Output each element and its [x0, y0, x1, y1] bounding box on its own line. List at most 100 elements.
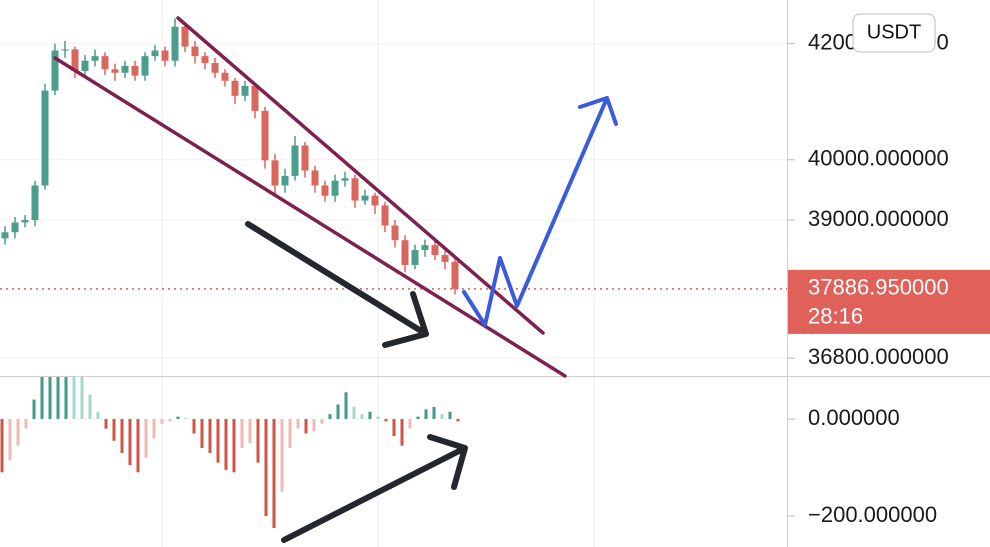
histogram-bar: [304, 418, 308, 434]
candle-body: [221, 72, 229, 81]
candle-body: [171, 26, 179, 61]
histogram-bar: [408, 418, 412, 429]
histogram-bar: [152, 418, 156, 439]
candle-body: [231, 80, 239, 96]
candle-body: [41, 90, 49, 186]
histogram-bar: [288, 418, 292, 449]
histogram-bar: [16, 418, 20, 446]
histogram-bar: [144, 418, 148, 458]
candle-body: [121, 65, 129, 73]
candle-body: [11, 222, 19, 233]
histogram-bar: [256, 418, 260, 463]
y-tick-label: 36800.000000: [808, 344, 949, 369]
histogram-bar: [320, 418, 324, 424]
histogram-bar: [416, 416, 420, 419]
candle-body: [111, 69, 119, 73]
arrow: [281, 434, 468, 543]
histogram-bar: [384, 418, 388, 422]
candle-body: [441, 255, 449, 262]
histogram-bar: [40, 377, 44, 419]
candle-body: [351, 178, 359, 201]
histogram-bar: [96, 411, 100, 419]
candle-body: [261, 110, 269, 161]
candle-body: [1, 232, 9, 239]
histogram-bar: [160, 418, 164, 424]
candle-body: [211, 63, 219, 73]
histogram-bar: [432, 406, 436, 419]
candle-body: [141, 56, 149, 76]
candle-body: [291, 145, 299, 176]
y-tick-label: −200.000000: [808, 502, 937, 527]
histogram-bar: [112, 418, 116, 441]
candle-body: [251, 85, 259, 111]
histogram-bar: [232, 418, 236, 473]
histogram-bar: [176, 416, 180, 419]
arrow: [245, 221, 429, 348]
histogram-bar: [120, 418, 124, 453]
histogram-bar: [24, 418, 28, 429]
histogram-bar: [200, 418, 204, 449]
button-label[interactable]: USDT: [867, 21, 921, 43]
histogram-bar: [352, 406, 356, 419]
arrow: [462, 96, 618, 327]
histogram-bar: [312, 418, 316, 432]
histogram-bars: [0, 377, 460, 529]
histogram-bar: [48, 377, 52, 419]
candle-body: [191, 46, 199, 57]
y-tick-label: 39000.000000: [808, 206, 949, 231]
candle-body: [101, 56, 109, 70]
histogram-bar: [128, 418, 132, 466]
histogram-bar: [272, 418, 276, 529]
histogram-bar: [8, 418, 12, 461]
histogram-bar: [224, 418, 228, 470]
trendline: [53, 56, 567, 378]
histogram-bar: [56, 377, 60, 419]
countdown: 28:16: [808, 304, 863, 329]
candle-body: [381, 205, 389, 226]
candle-body: [331, 180, 339, 196]
histogram-bar: [240, 418, 244, 449]
histogram-bar: [392, 418, 396, 436]
histogram-bar: [184, 418, 188, 419]
histogram-bar: [136, 418, 140, 473]
histogram-bar: [368, 411, 372, 419]
histogram-bar: [248, 418, 252, 444]
histogram-bar: [64, 377, 68, 419]
histogram-bar: [448, 411, 452, 419]
histogram-bar: [32, 399, 36, 419]
histogram-bar: [104, 418, 108, 429]
candle-body: [431, 245, 439, 256]
candle-body: [401, 240, 409, 265]
candle-body: [281, 175, 289, 186]
button-box[interactable]: [852, 13, 936, 53]
candle-body: [361, 195, 369, 201]
candle-body: [371, 195, 379, 206]
candle-body: [51, 50, 59, 91]
trendline: [176, 16, 545, 335]
candle-body: [71, 49, 79, 72]
candle-body: [21, 219, 29, 223]
candle-body: [311, 170, 319, 186]
candle-body: [391, 225, 399, 241]
vertical-grid: [161, 0, 595, 547]
price-label: 37886.950000: [808, 275, 949, 300]
candle-body: [421, 245, 429, 251]
histogram-bar: [280, 418, 284, 492]
histogram-bar: [192, 418, 196, 434]
histogram-bar: [72, 377, 76, 419]
histogram-bar: [168, 418, 172, 422]
candle-body: [341, 178, 349, 181]
candle-body: [181, 26, 189, 47]
candle-body: [131, 65, 139, 76]
plot-layer: 42000.00000040000.00000039000.0000003680…: [0, 18, 990, 529]
histogram-bar: [328, 414, 332, 419]
unit-button[interactable]: USDT: [852, 13, 936, 53]
candle-body: [201, 56, 209, 64]
y-tick-label: 40000.000000: [808, 146, 949, 171]
candle-body: [151, 50, 159, 57]
histogram-bar: [440, 414, 444, 419]
histogram-bar: [264, 418, 268, 516]
candle-body: [91, 56, 99, 61]
candle-body: [61, 49, 69, 51]
